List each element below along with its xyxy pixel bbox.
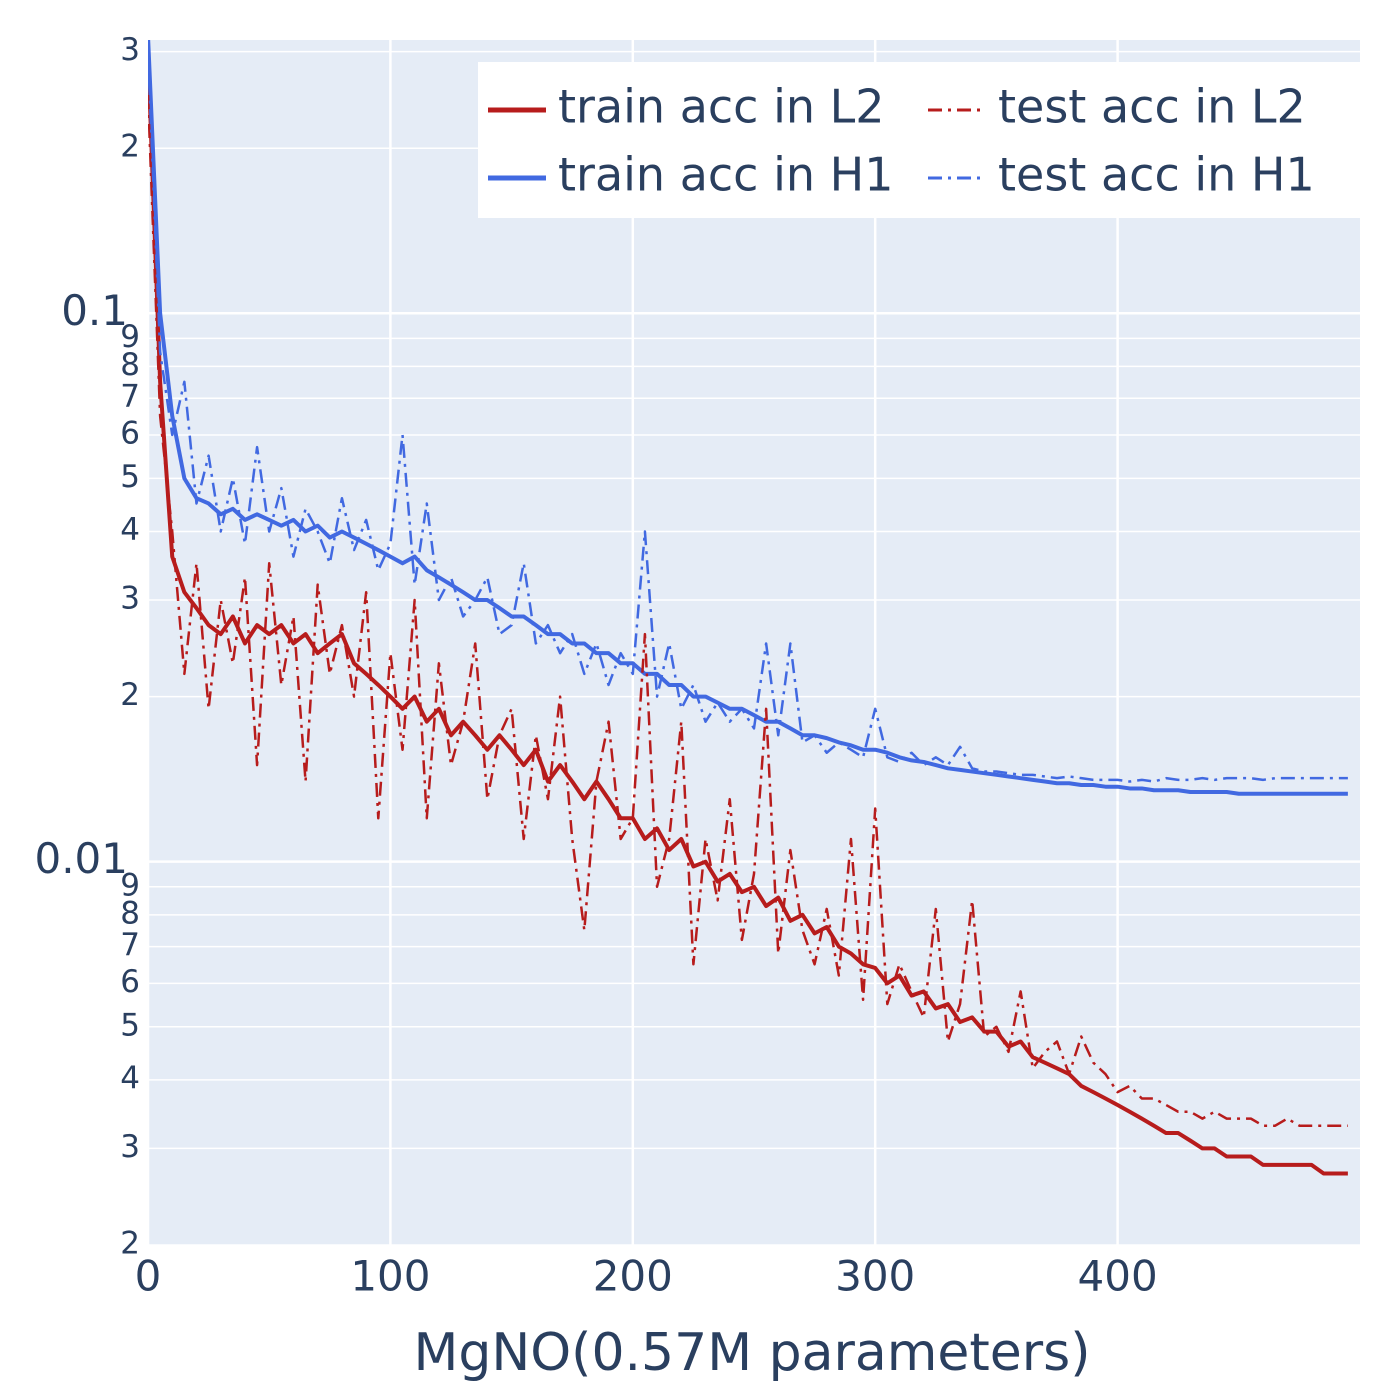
x-tick-label: 0 bbox=[135, 1252, 162, 1301]
y-tick-label: 5 bbox=[120, 1007, 140, 1043]
y-tick-label: 2 bbox=[120, 129, 140, 165]
series-line bbox=[148, 51, 1348, 783]
y-tick-label: 0.01 bbox=[34, 834, 128, 883]
legend: train acc in L2 train acc in H1 test acc i… bbox=[478, 62, 1360, 218]
legend-label: test acc in L2 bbox=[998, 80, 1306, 134]
legend-background bbox=[478, 62, 1360, 218]
y-tick-label: 3 bbox=[120, 32, 140, 68]
y-tick-label: 8 bbox=[120, 895, 140, 931]
series-line bbox=[148, 40, 1348, 796]
y-tick-label: 5 bbox=[120, 459, 140, 495]
y-tick-label: 9 bbox=[120, 867, 140, 903]
x-tick-label: 300 bbox=[835, 1252, 915, 1301]
y-tick-label: 3 bbox=[120, 581, 140, 617]
y-tick-label: 9 bbox=[120, 319, 140, 355]
legend-label: test acc in H1 bbox=[998, 148, 1315, 202]
y-tick-label: 0.1 bbox=[61, 286, 128, 335]
y-tick-label: 6 bbox=[120, 415, 140, 451]
y-tick-label: 2 bbox=[120, 677, 140, 713]
y-tick-label: 4 bbox=[120, 512, 140, 548]
legend-label: train acc in H1 bbox=[558, 148, 894, 202]
x-axis-title: MgNO(0.57M parameters) bbox=[413, 1323, 1090, 1383]
series-line bbox=[148, 51, 1348, 1176]
y-tick-label: 8 bbox=[120, 347, 140, 383]
legend-label: train acc in L2 bbox=[558, 80, 885, 134]
y-tick-label: 7 bbox=[120, 379, 140, 415]
x-tick-label: 400 bbox=[1078, 1252, 1158, 1301]
y-tick-label: 6 bbox=[120, 964, 140, 1000]
y-tick-label: 2 bbox=[120, 1226, 140, 1262]
y-tick-label: 7 bbox=[120, 927, 140, 963]
x-tick-label: 100 bbox=[350, 1252, 430, 1301]
y-tick-label: 3 bbox=[120, 1129, 140, 1165]
y-tick-label: 4 bbox=[120, 1060, 140, 1096]
series-line bbox=[148, 94, 1348, 1127]
plot-background bbox=[148, 40, 1360, 1245]
lines bbox=[148, 40, 1348, 1176]
x-tick-label: 200 bbox=[593, 1252, 673, 1301]
